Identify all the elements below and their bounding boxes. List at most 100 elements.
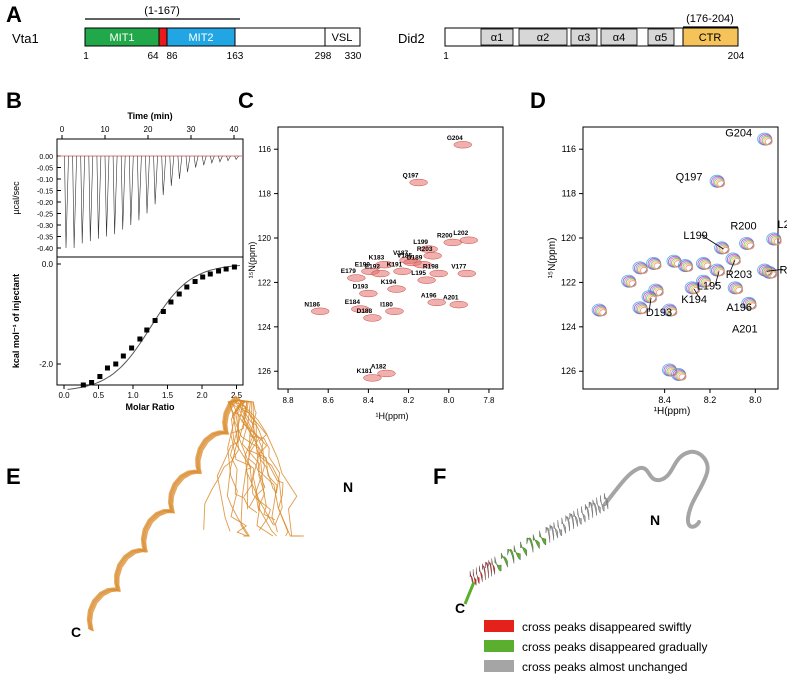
ensemble-helix-strand: [90, 398, 241, 632]
itc-injection-peak: [193, 155, 199, 168]
ensemble-flexible-strand: [203, 399, 240, 530]
hsqc-d-peak-contour: [721, 246, 730, 254]
did2-helix-2: [518, 28, 568, 46]
hsqc-c-peak-label: R200: [437, 232, 453, 239]
itc-bottom-xtick-label: 0.5: [93, 391, 105, 400]
hsqc-c-xtick-label: 7.8: [483, 396, 495, 405]
itc-data-point: [231, 264, 237, 270]
itc-top-xtick-label: 10: [101, 125, 110, 134]
hsqc-c-peak-label: K181: [357, 368, 373, 375]
itc-data-point: [97, 374, 103, 379]
hsqc-d-peak-contour: [599, 309, 608, 316]
itc-injection-peak: [120, 155, 126, 230]
ribbon-helix-segment: [539, 530, 547, 546]
vta1-pos-298: 298: [315, 51, 332, 62]
ensemble-flexible-strand: [237, 399, 277, 537]
itc-bottom-xtick-label: 2.5: [231, 391, 243, 400]
hsqc-d-peak-label: G204: [725, 127, 752, 139]
ribbon-helix-segment: [588, 501, 593, 518]
itc-top-xtick-label: 0: [60, 125, 65, 134]
hsqc-d-ytick-label: 126: [561, 366, 576, 376]
vta1-pos-163: 163: [227, 51, 244, 62]
hsqc-d-peak-contour: [692, 286, 701, 294]
ribbon-helix-segment: [549, 524, 554, 541]
itc-data-point: [176, 291, 182, 297]
ensemble-helix-strand: [88, 396, 239, 630]
hsqc-c-xtick-label: 8.4: [363, 396, 375, 405]
hsqc-d-ytick-label: 118: [562, 189, 576, 199]
hsqc-c-ytick-label: 124: [258, 323, 272, 332]
hsqc-c-peak-label: K194: [381, 279, 397, 286]
hsqc-c-peak: [443, 238, 463, 247]
hsqc-d-peak-arrow: [701, 234, 724, 250]
hsqc-c-ytick-label: 126: [258, 367, 272, 376]
itc-bottom-ytick-label: 0.0: [42, 260, 54, 269]
hsqc-c-xtick-label: 8.6: [323, 396, 335, 405]
itc-data-point: [168, 299, 174, 305]
itc-data-point: [200, 274, 206, 280]
nmr-ensemble-structure: [86, 395, 304, 632]
hsqc-c-peak: [459, 236, 479, 244]
ribbon-helix-segment: [592, 499, 597, 516]
ribbon-helix-segment: [553, 522, 558, 539]
itc-top-ytick-label: -0.40: [37, 246, 53, 253]
ribbon-helix-segment: [604, 493, 609, 510]
hsqc-d-xtick-label: 8.4: [658, 395, 671, 405]
hsqc-d-ytick-label: 116: [562, 144, 576, 154]
hsqc-c-peak-label: K191: [387, 261, 403, 268]
hsqc-c-peak: [359, 289, 378, 298]
did2-helix-4: [600, 28, 638, 46]
hsqc-c-peak: [453, 141, 473, 149]
hsqc-c-peak-label: Q197: [403, 173, 419, 180]
itc-data-point: [144, 327, 150, 333]
itc-top-ytick-label: -0.10: [37, 177, 53, 184]
vta1-vsl-domain: [324, 27, 361, 47]
hsqc-d-peak-contour: [764, 138, 773, 146]
itc-data-point: [113, 361, 119, 367]
itc-injection-peak: [129, 155, 134, 226]
ribbon-n-terminus: N: [650, 512, 660, 528]
hsqc-d-plot: G204 Q197 L199 R200 L202 R198 R203 L195 D193 K194…: [547, 126, 787, 417]
ribbon-helix-segment: [565, 515, 570, 532]
hsqc-d-ytick-label: 122: [561, 277, 576, 287]
hsqc-d-peak-label: L195: [697, 280, 721, 292]
itc-top-ytick-label: -0.15: [37, 189, 53, 196]
hsqc-c-peak: [371, 269, 390, 278]
ribbon-helix-segment: [479, 565, 483, 582]
itc-data-point: [223, 266, 229, 272]
hsqc-c-peak: [457, 269, 477, 278]
itc-bottom-xlabel: Molar Ratio: [125, 402, 175, 412]
hsqc-d-peak-contour: [685, 264, 694, 272]
itc-injection-peak: [145, 155, 150, 214]
ensemble-flexible-strand: [237, 399, 283, 533]
itc-injection-peak: [112, 155, 118, 235]
did2-construct-label: (176-204): [686, 13, 734, 25]
did2-helix-3: [570, 28, 598, 46]
ribbon-helix-segment: [494, 556, 502, 572]
itc-injection-peak: [201, 155, 207, 166]
hsqc-d-peak-label: A196: [726, 302, 752, 314]
ribbon-helix-segment: [577, 508, 582, 525]
ribbon-c-terminal-tail: [463, 581, 476, 605]
vta1-mit1-label: MIT1: [109, 32, 134, 44]
ensemble-flexible-strand: [216, 399, 249, 532]
itc-bottom-ylabel: kcal mol⁻¹ of injectant: [11, 274, 21, 368]
hsqc-c-peak-label: E190: [355, 261, 371, 268]
ensemble-helix-strand: [89, 397, 240, 631]
hsqc-d-ytick-label: 120: [561, 233, 576, 243]
hsqc-d-peak-contour: [773, 238, 782, 245]
hsqc-c-peak: [385, 307, 404, 315]
itc-injection-peak: [88, 155, 94, 242]
hsqc-d-peak-label: Q197: [676, 172, 703, 184]
itc-top-ytick-label: -0.25: [37, 212, 53, 219]
ensemble-flexible-strand: [237, 399, 278, 494]
hsqc-d-peak-arrow: [714, 271, 720, 286]
hsqc-c-peak: [375, 261, 394, 269]
hsqc-c-peak-label: V187: [393, 250, 409, 257]
ribbon-helix-segment: [557, 520, 562, 536]
did2-helix-3-label: α3: [578, 32, 590, 44]
itc-top-ytick-label: -0.30: [37, 223, 53, 230]
hsqc-c-peak-label: L199: [413, 239, 428, 246]
vta1-construct-label: (1-167): [144, 5, 179, 17]
